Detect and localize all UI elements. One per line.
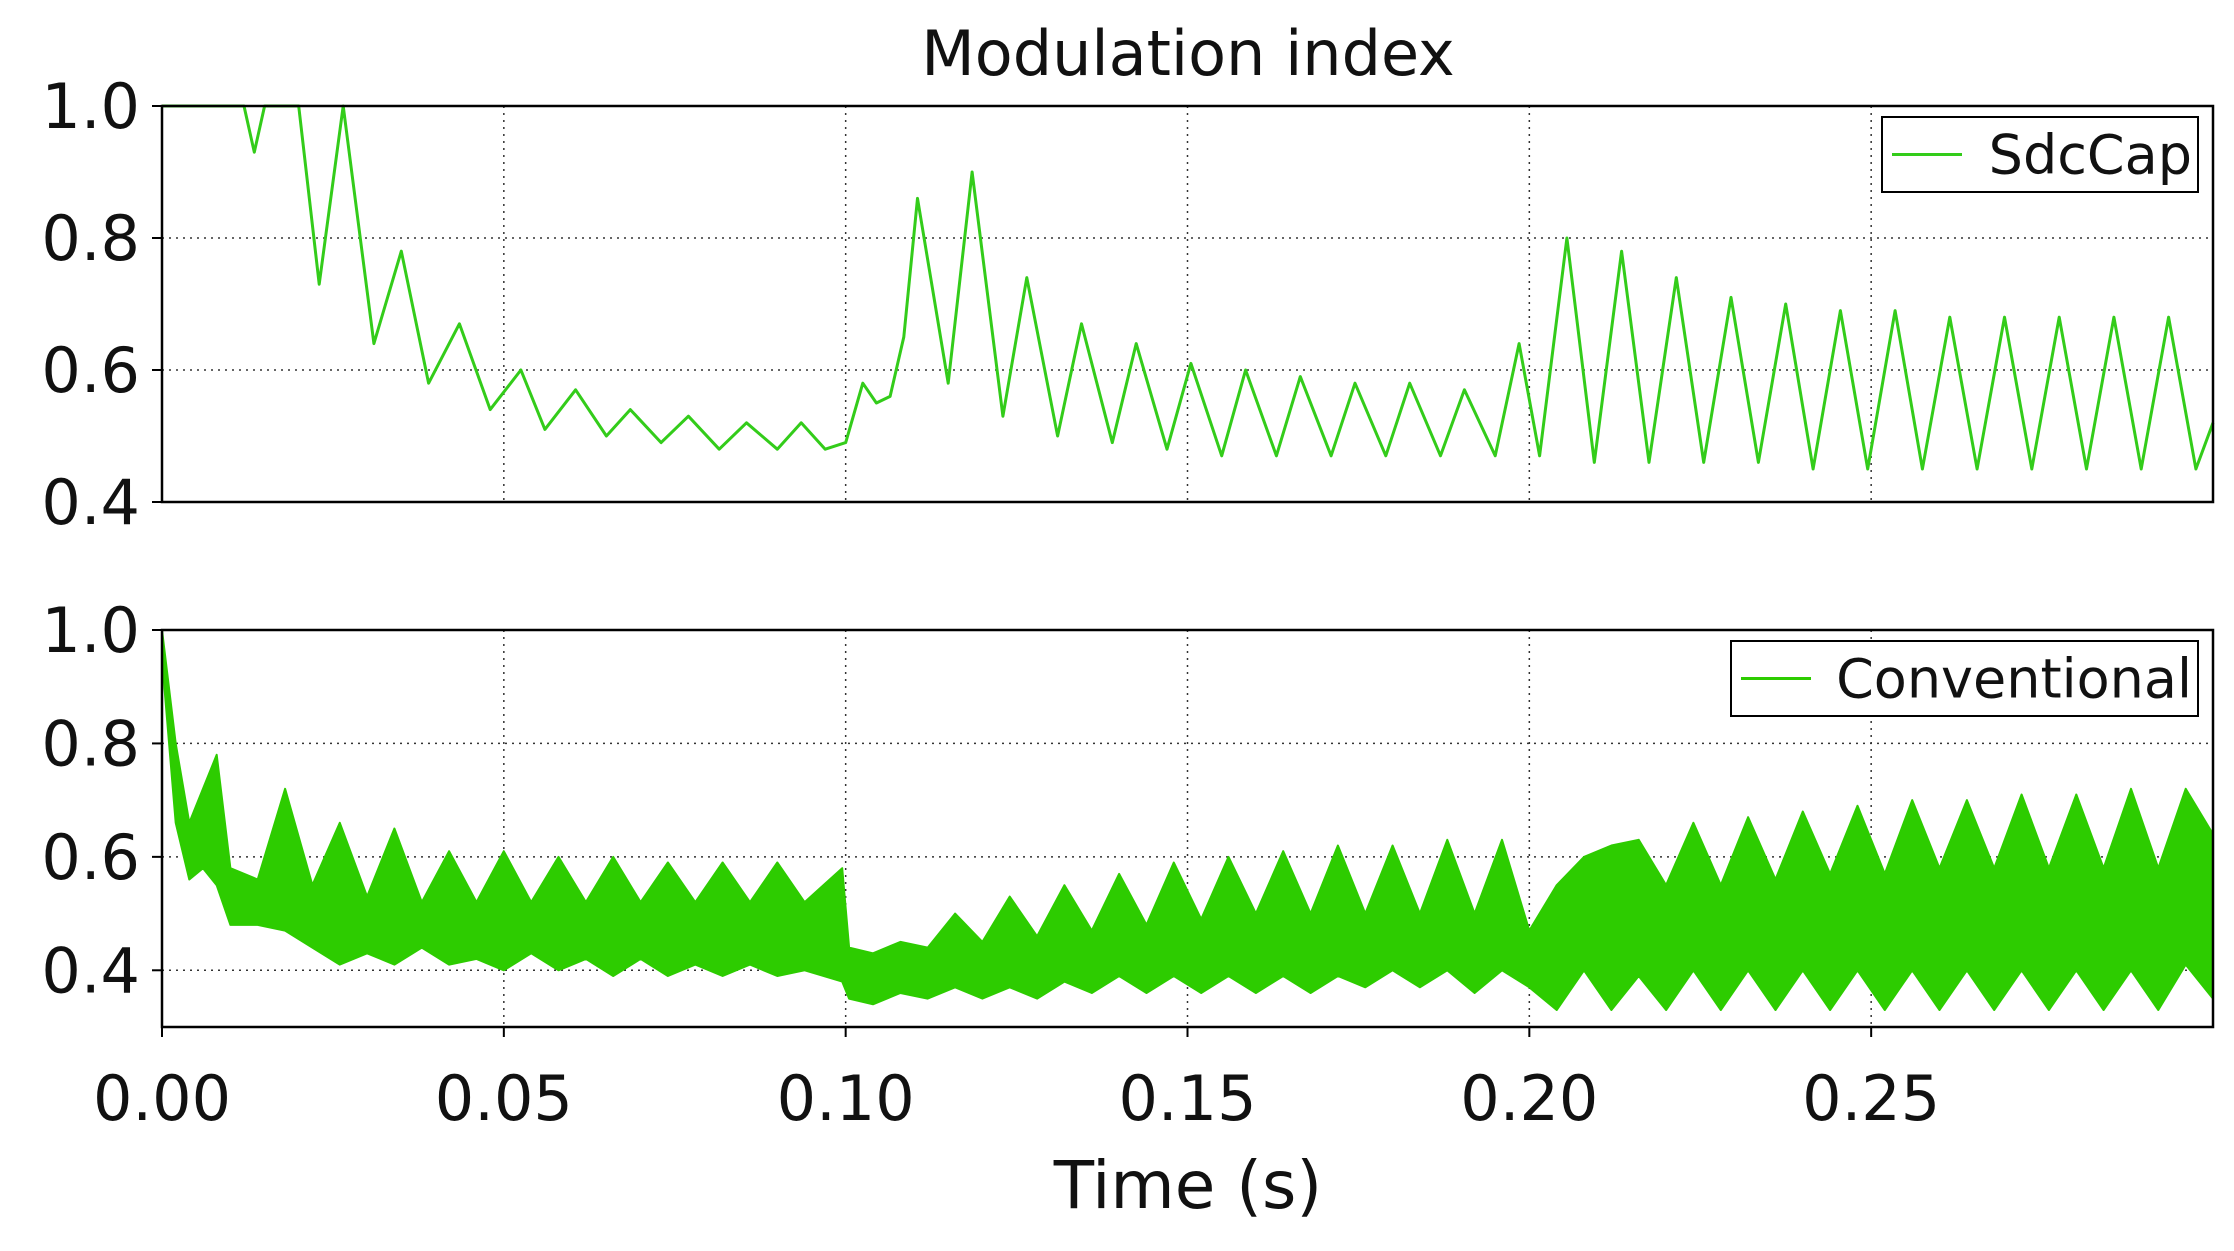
y-tick-label: 0.4: [41, 466, 140, 539]
y-tick-label: 0.4: [41, 934, 140, 1007]
x-tick-label: 0.05: [435, 1062, 573, 1135]
y-tick-label: 0.6: [41, 821, 140, 894]
legend-label: SdcCap: [1989, 124, 2192, 187]
x-axis-ticks: 0.00 0.05 0.10 0.15 0.20 0.25: [93, 1027, 1940, 1135]
y-tick-label: 1.0: [41, 70, 140, 143]
y-tick-label: 0.8: [41, 202, 140, 275]
x-tick-label: 0.25: [1802, 1062, 1940, 1135]
plot-frame: [160, 104, 2215, 504]
legend-label: Conventional: [1836, 648, 2192, 711]
x-tick-label: 0.00: [93, 1062, 231, 1135]
x-axis-label: Time (s): [1053, 1147, 1322, 1224]
chart-title: Modulation index: [921, 17, 1454, 90]
y-tick-label: 0.8: [41, 707, 140, 780]
x-tick-label: 0.10: [777, 1062, 915, 1135]
x-tick-label: 0.20: [1460, 1062, 1598, 1135]
series-line-sdccap: [162, 104, 2215, 471]
x-tick-label: 0.15: [1118, 1062, 1256, 1135]
y-tick-label: 1.0: [41, 594, 140, 667]
y-tick-label: 0.6: [41, 334, 140, 407]
bottom-panel: 0.4 0.6 0.8 1.0 Conventional: [41, 594, 2215, 1029]
top-panel: 0.4 0.6 0.8 1.0 SdcCap: [41, 70, 2215, 539]
